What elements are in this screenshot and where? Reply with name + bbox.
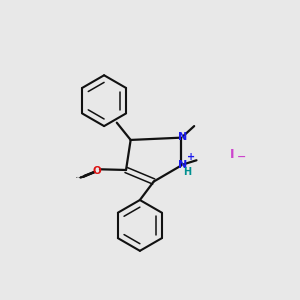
Text: H: H (183, 167, 191, 177)
Text: O: O (93, 166, 101, 176)
Text: I: I (230, 148, 235, 161)
Text: −: − (237, 152, 246, 162)
Text: +: + (187, 152, 195, 162)
Text: N: N (178, 132, 187, 142)
Text: methoxy: methoxy (79, 177, 85, 178)
Text: N: N (178, 160, 187, 170)
Text: methoxy: methoxy (76, 176, 82, 178)
Text: methoxy: methoxy (80, 176, 86, 177)
